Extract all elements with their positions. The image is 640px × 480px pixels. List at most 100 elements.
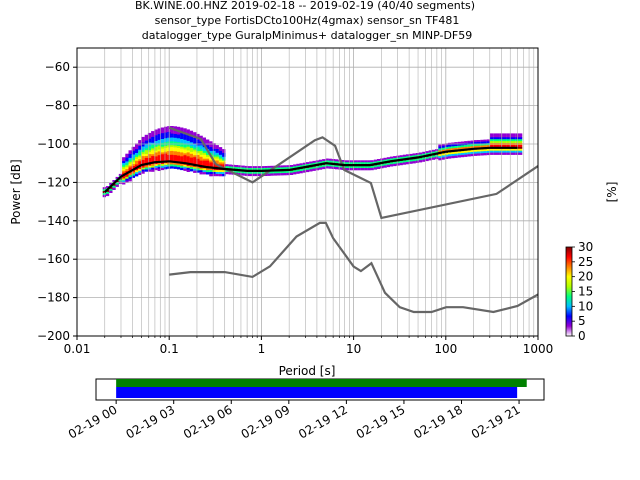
ppsd-cell [144, 134, 148, 138]
ppsd-cell [209, 172, 213, 175]
ppsd-cell [377, 166, 381, 169]
ppsd-cell [464, 146, 468, 150]
ppsd-cell [147, 163, 152, 166]
ppsd-cell [160, 140, 165, 144]
ppsd-cell [186, 140, 190, 144]
ppsd-cell [215, 168, 219, 171]
ppsd-cell [489, 141, 494, 144]
ppsd-cell [238, 167, 242, 170]
ppsd-cell [125, 180, 129, 183]
ppsd-cell [135, 145, 139, 148]
ppsd-cell [109, 186, 113, 190]
ppsd-cell [519, 135, 523, 138]
ppsd-cell [215, 156, 219, 159]
ppsd-cell [173, 155, 177, 158]
ppsd-cell [173, 149, 177, 152]
ppsd-cell [125, 155, 129, 158]
ppsd-cell [147, 154, 152, 157]
ppsd-cell [357, 166, 361, 169]
ppsd-cell [157, 155, 161, 158]
ppsd-cell [215, 158, 219, 161]
ppsd-cell [222, 149, 226, 152]
ppsd-cell [180, 137, 184, 140]
y-tick-label: −120 [37, 175, 70, 189]
ppsd-cell [154, 139, 158, 142]
ppsd-cell [509, 148, 513, 152]
ppsd-cell [164, 138, 168, 141]
ppsd-cell [212, 173, 216, 177]
ppsd-cell [193, 145, 197, 148]
ppsd-cell [406, 160, 410, 163]
ppsd-cell [180, 127, 184, 130]
ppsd-cell [506, 145, 510, 148]
ppsd-cell [102, 194, 106, 198]
ppsd-cell [186, 167, 190, 171]
ppsd-cell [448, 144, 452, 147]
ppsd-cell [222, 152, 226, 156]
ppsd-cell [460, 153, 465, 156]
ppsd-cell [189, 132, 194, 135]
ppsd-cell [189, 167, 194, 170]
ppsd-cell [306, 167, 310, 171]
ppsd-cell [483, 145, 487, 148]
ppsd-cell [112, 187, 116, 190]
ppsd-cell [215, 154, 219, 157]
ppsd-cell [196, 151, 200, 154]
ppsd-cell [183, 136, 187, 139]
ppsd-cell [286, 172, 290, 176]
ppsd-cell [157, 168, 161, 171]
ppsd-cell [354, 162, 358, 165]
timeline-tick-label: 02-19 09 [239, 402, 293, 441]
ppsd-cell [202, 172, 206, 175]
ppsd-cell [206, 139, 210, 142]
ppsd-cell [176, 157, 181, 160]
ppsd-cell [138, 142, 142, 145]
ppsd-cell [322, 159, 326, 162]
ppsd-cell [170, 149, 174, 152]
ppsd-cell [131, 156, 135, 159]
ppsd-cell [186, 160, 190, 163]
ppsd-cell [164, 128, 168, 131]
ppsd-cell [264, 173, 268, 176]
ppsd-cell [196, 145, 200, 148]
ppsd-cell [244, 167, 248, 171]
ppsd-cell [418, 152, 423, 155]
ppsd-cell [367, 168, 371, 171]
ppsd-cell [164, 147, 168, 151]
ppsd-cell [477, 149, 481, 152]
ppsd-cell [196, 149, 200, 152]
ppsd-cell [280, 173, 284, 176]
ppsd-cell [170, 166, 174, 169]
ppsd-cell [218, 170, 223, 173]
ppsd-cell [519, 145, 523, 148]
ppsd-cell [222, 160, 226, 163]
ppsd-cell [157, 157, 161, 160]
ppsd-cell [193, 170, 197, 173]
ppsd-cell [506, 148, 510, 152]
ppsd-cell [328, 166, 332, 169]
ppsd-cell [431, 157, 436, 160]
y-tick-label: −60 [45, 60, 70, 74]
ppsd-cell [186, 137, 190, 140]
ppsd-cell [105, 186, 110, 189]
ppsd-cell [170, 147, 174, 150]
colorbar-tick-label: 5 [578, 314, 586, 328]
ppsd-cell [138, 149, 142, 152]
ppsd-cell [199, 141, 203, 144]
ppsd-cell [464, 154, 468, 157]
ppsd-cell [196, 155, 200, 158]
ppsd-cell [131, 166, 135, 169]
ppsd-cell [215, 172, 219, 175]
ppsd-cell [519, 150, 523, 153]
ppsd-cell [151, 167, 155, 170]
ppsd-cell [151, 138, 155, 142]
ppsd-cell [415, 154, 419, 158]
timeline-tick-label: 02-19 03 [123, 402, 177, 441]
ppsd-cell [151, 148, 155, 151]
ppsd-cell [422, 151, 426, 155]
ppsd-cell [164, 167, 168, 170]
ppsd-cell [176, 134, 181, 137]
ppsd-cell [151, 158, 155, 161]
ppsd-cell [425, 156, 429, 160]
ppsd-cell [215, 149, 219, 152]
